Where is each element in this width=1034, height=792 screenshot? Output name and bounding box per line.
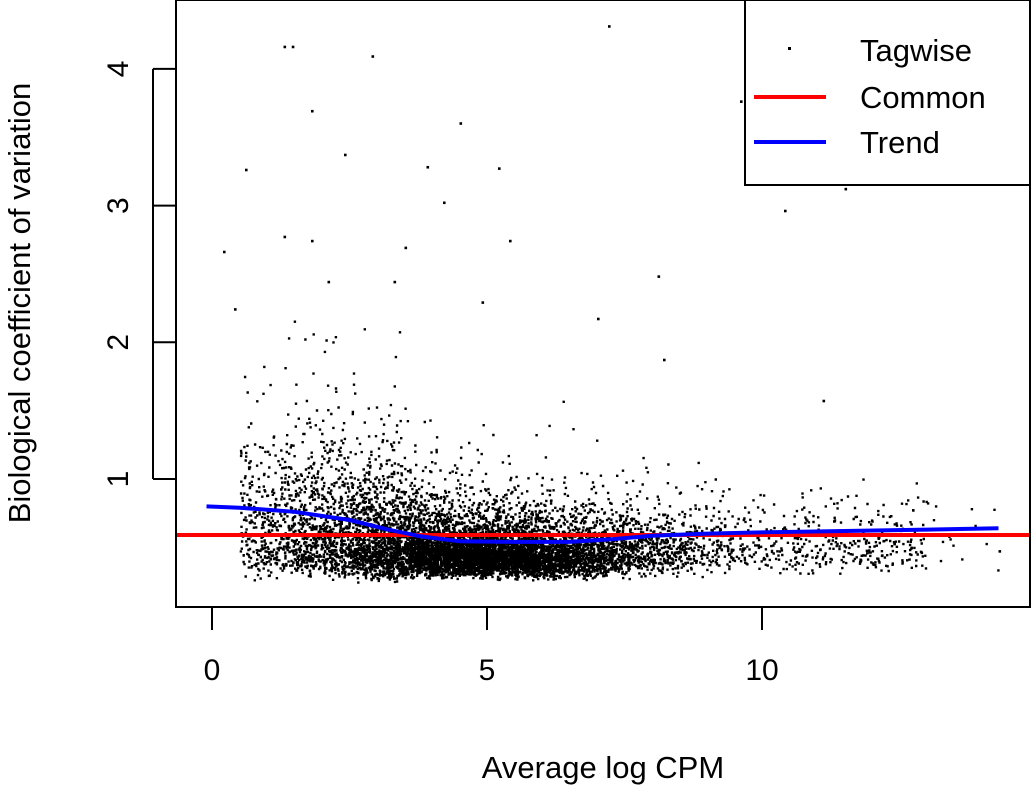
- tagwise-point: [234, 308, 237, 311]
- tagwise-point: [597, 317, 600, 321]
- y-tick-label: 1: [102, 471, 135, 488]
- tagwise-point: [998, 550, 1002, 553]
- legend-tagwise-label: Tagwise: [860, 33, 972, 68]
- y-axis-label: Biological coefficient of variation: [2, 83, 37, 524]
- tagwise-point: [245, 168, 248, 172]
- tagwise-point: [740, 100, 743, 103]
- tagwise-point-cloud: [239, 320, 1000, 584]
- tagwise-point: [844, 187, 848, 191]
- tagwise-point: [784, 209, 787, 213]
- tagwise-point: [311, 109, 314, 113]
- tagwise-point: [481, 301, 485, 304]
- tagwise-point: [404, 246, 408, 250]
- tagwise-point: [459, 122, 463, 125]
- tagwise-point: [371, 55, 375, 58]
- y-axis: 1 2 3 4: [102, 61, 176, 488]
- legend-trend-label: Trend: [860, 125, 940, 160]
- legend-tagwise-point: [788, 47, 791, 50]
- y-tick-label: 3: [102, 197, 135, 214]
- tagwise-point: [663, 358, 666, 362]
- tagwise-point: [311, 239, 314, 243]
- tagwise-point: [426, 165, 430, 169]
- x-axis: 0 5 10: [204, 606, 779, 687]
- tagwise-point: [283, 45, 287, 49]
- tagwise-point: [657, 275, 661, 278]
- tagwise-point: [344, 153, 347, 157]
- tagwise-point: [393, 280, 397, 284]
- y-tick-label: 4: [102, 61, 135, 78]
- x-tick-label: 5: [479, 654, 496, 687]
- tagwise-point: [822, 399, 826, 403]
- tagwise-point: [283, 235, 287, 239]
- tagwise-point: [443, 201, 446, 205]
- y-tick-label: 2: [102, 334, 135, 351]
- tagwise-point: [608, 25, 611, 28]
- tagwise-point: [509, 239, 512, 243]
- tagwise-point: [223, 250, 226, 254]
- tagwise-points: [223, 25, 1002, 584]
- x-tick-label: 0: [204, 654, 221, 687]
- x-tick-label: 10: [745, 654, 778, 687]
- trend-line: [206, 504, 999, 544]
- legend-common-label: Common: [860, 80, 986, 115]
- tagwise-point: [498, 167, 501, 170]
- tagwise-point: [291, 45, 295, 49]
- legend-box: [744, 0, 1031, 186]
- tagwise-point: [327, 280, 331, 284]
- legend: Tagwise Common Trend: [744, 0, 1031, 186]
- x-axis-label: Average log CPM: [482, 750, 724, 785]
